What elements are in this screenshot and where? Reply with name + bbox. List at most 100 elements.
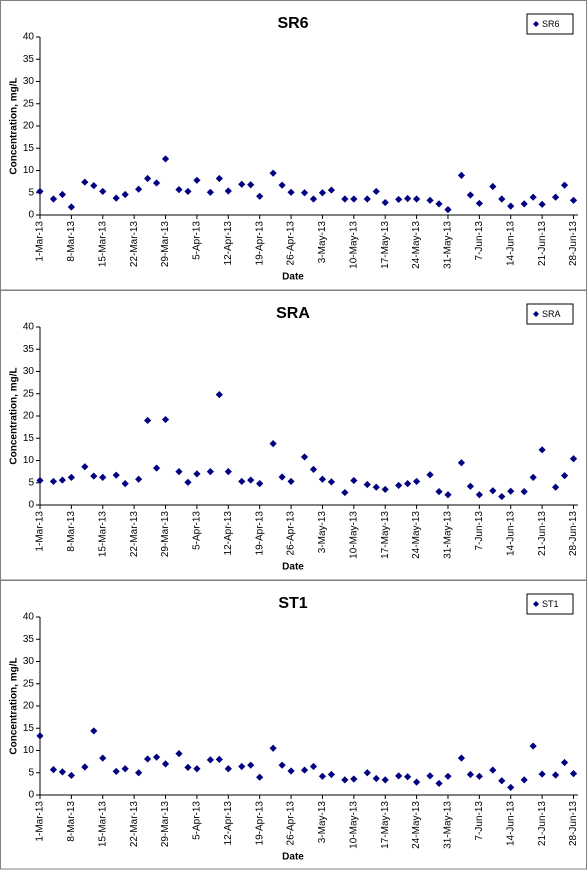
- data-point: [327, 770, 336, 779]
- y-tick-label: 25: [23, 98, 35, 109]
- data-point: [300, 189, 309, 197]
- data-point: [498, 195, 506, 203]
- data-point: [551, 771, 560, 779]
- x-tick-label: 8-Mar-13: [66, 801, 77, 842]
- data-point: [67, 771, 75, 780]
- data-point: [560, 472, 569, 480]
- data-point: [489, 766, 497, 774]
- x-tick-label: 17-May-13: [380, 801, 391, 849]
- data-point: [49, 195, 58, 203]
- y-tick-label: 25: [23, 388, 35, 399]
- data-point: [309, 465, 318, 473]
- data-point: [58, 476, 67, 484]
- x-tick-label: 28-Jun-13: [568, 801, 579, 846]
- x-tick-label: 7-Jun-13: [474, 511, 485, 551]
- x-tick-label: 3-May-13: [317, 221, 328, 264]
- y-tick-label: 5: [28, 477, 34, 488]
- x-tick-label: 29-Mar-13: [160, 221, 171, 268]
- data-point: [238, 477, 246, 486]
- x-tick-label: 26-Apr-13: [286, 221, 297, 266]
- y-tick-label: 5: [28, 767, 34, 778]
- data-point: [538, 200, 546, 208]
- data-point: [318, 772, 327, 780]
- x-tick-label: 28-Jun-13: [568, 511, 579, 556]
- x-tick-label: 5-Apr-13: [192, 221, 203, 260]
- data-point: [49, 477, 58, 486]
- data-point: [247, 476, 255, 484]
- x-tick-label: 14-Jun-13: [505, 801, 516, 846]
- legend-label: SR6: [542, 19, 560, 29]
- y-tick-label: 10: [23, 165, 35, 176]
- data-point: [466, 770, 474, 779]
- x-tick-label: 26-Apr-13: [286, 511, 297, 556]
- data-point: [58, 768, 67, 776]
- data-point: [350, 775, 358, 783]
- data-point: [99, 754, 107, 762]
- data-point: [489, 182, 497, 191]
- y-tick-label: 0: [28, 210, 34, 221]
- x-tick-label: 8-Mar-13: [66, 221, 77, 262]
- data-point: [457, 171, 466, 179]
- data-point: [278, 761, 286, 769]
- y-tick-label: 30: [23, 76, 35, 87]
- data-point: [551, 193, 560, 201]
- data-point: [426, 772, 434, 780]
- data-point: [569, 196, 578, 204]
- data-point: [381, 776, 389, 784]
- x-tick-label: 24-May-13: [411, 511, 422, 559]
- x-tick-label: 22-Mar-13: [129, 801, 140, 848]
- data-point: [256, 480, 264, 488]
- data-point: [300, 766, 309, 774]
- data-point: [475, 772, 483, 780]
- x-tick-label: 19-Apr-13: [254, 801, 265, 846]
- data-point: [287, 477, 295, 486]
- data-point: [256, 773, 264, 781]
- data-point: [161, 760, 170, 768]
- chart-title: ST1: [278, 595, 307, 612]
- y-tick-label: 10: [23, 745, 35, 756]
- x-tick-label: 29-Mar-13: [160, 511, 171, 558]
- data-point: [278, 181, 286, 189]
- data-point: [318, 475, 327, 483]
- data-point: [287, 188, 295, 196]
- data-point: [135, 475, 143, 483]
- data-point: [404, 194, 412, 203]
- chart-panel: ST1 Concentration, mg/L Date 0 5 10 15 20 25 30 35…: [0, 580, 587, 870]
- data-point: [152, 179, 161, 187]
- data-point: [327, 478, 336, 486]
- data-point: [161, 155, 170, 163]
- y-axis-title: Concentration, mg/L: [9, 77, 20, 174]
- data-point: [269, 744, 277, 752]
- x-tick-label: 19-Apr-13: [254, 221, 265, 266]
- data-point: [144, 174, 152, 183]
- chart-title: SRA: [276, 305, 310, 322]
- data-point: [81, 763, 89, 771]
- data-point: [278, 473, 286, 481]
- x-tick-label: 22-Mar-13: [129, 511, 140, 558]
- y-axis-title: Concentration, mg/L: [9, 367, 20, 464]
- data-point: [161, 415, 170, 424]
- data-point: [112, 471, 120, 479]
- y-tick-label: 5: [28, 187, 34, 198]
- data-point: [193, 470, 201, 478]
- data-point: [435, 488, 443, 496]
- data-point: [112, 767, 120, 776]
- y-tick-label: 20: [23, 121, 35, 132]
- data-point: [309, 195, 318, 203]
- x-tick-label: 15-Mar-13: [97, 511, 108, 558]
- data-point: [300, 453, 309, 461]
- y-tick-label: 20: [23, 411, 35, 422]
- data-point: [350, 476, 358, 485]
- data-point: [404, 480, 412, 488]
- x-tick-label: 26-Apr-13: [286, 801, 297, 846]
- data-point: [318, 189, 327, 197]
- x-tick-label: 1-Mar-13: [35, 801, 46, 842]
- data-point: [99, 187, 107, 196]
- data-point: [206, 188, 214, 196]
- data-point: [90, 472, 98, 480]
- data-point: [498, 777, 506, 785]
- data-point: [67, 203, 75, 211]
- x-tick-label: 15-Mar-13: [97, 221, 108, 268]
- data-point: [49, 766, 58, 774]
- x-tick-label: 29-Mar-13: [160, 801, 171, 848]
